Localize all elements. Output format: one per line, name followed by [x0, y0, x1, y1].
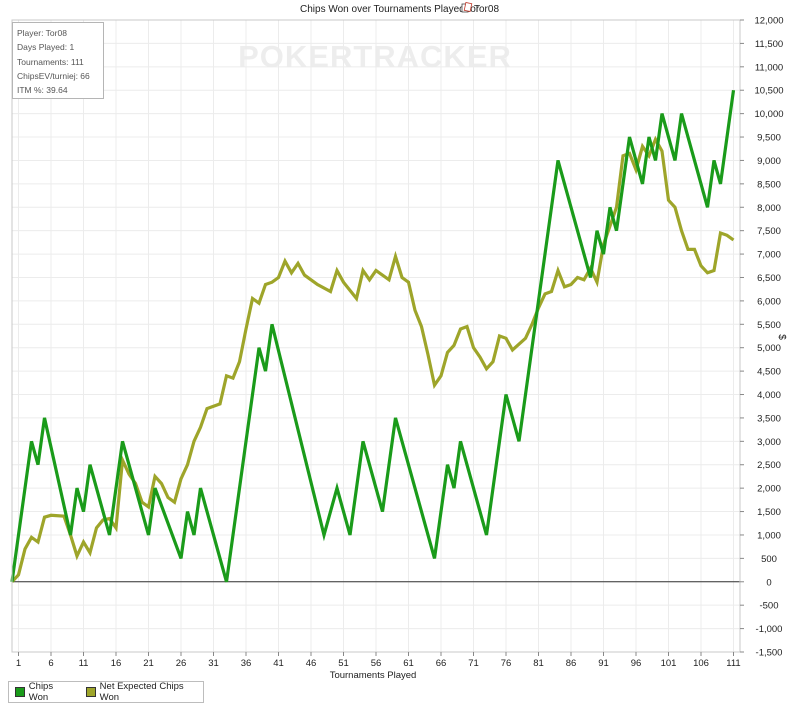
y-axis-label: $ — [776, 334, 787, 340]
y-tick-label: 2,500 — [757, 460, 781, 471]
x-tick-label: 66 — [436, 658, 447, 669]
y-tick-label: -1,500 — [756, 648, 783, 659]
chart-title: Chips Won over Tournaments Played for — [300, 4, 480, 15]
x-tick-label: 101 — [661, 658, 677, 669]
y-tick-label: 5,500 — [757, 320, 781, 331]
y-tick-label: 11,500 — [755, 39, 783, 50]
chart-title-player: Tor08 — [474, 4, 499, 15]
x-tick-label: 41 — [273, 658, 284, 669]
legend-swatch-chips-won — [15, 687, 25, 697]
legend-label-net-expected: Net Expected Chips Won — [99, 681, 184, 703]
x-tick-label: 61 — [403, 658, 414, 669]
y-tick-label: 4,500 — [757, 367, 781, 378]
x-tick-label: 21 — [143, 658, 154, 669]
x-tick-labels: 1 6 11 16 21 26 31 36 41 46 51 56 61 66 71 76 81 86 91 96 10… — [16, 652, 741, 669]
y-tick-label: 7,500 — [757, 226, 781, 237]
x-tick-label: 86 — [566, 658, 577, 669]
y-tick-labels: -1,500 -1,000 -500 0 500 1,000 1,500 2,000 2,500… — [740, 16, 784, 659]
x-tick-label: 96 — [631, 658, 642, 669]
y-tick-label: -1,000 — [756, 624, 783, 635]
x-tick-label: 16 — [111, 658, 122, 669]
y-tick-label: 1,000 — [757, 530, 781, 541]
x-tick-label: 6 — [48, 658, 53, 669]
y-tick-label: 10,000 — [754, 109, 783, 120]
y-tick-label: 10,500 — [754, 86, 783, 97]
x-tick-label: 51 — [338, 658, 349, 669]
x-tick-label: 31 — [208, 658, 219, 669]
series-line-chips-won — [10, 89, 736, 583]
y-tick-label: 3,000 — [757, 437, 781, 448]
y-tick-label: 8,000 — [757, 203, 781, 214]
x-tick-label: 46 — [306, 658, 317, 669]
series-line-net-expected — [10, 135, 735, 583]
y-tick-label: 11,000 — [755, 62, 783, 73]
y-tick-label: 2,000 — [757, 484, 781, 495]
y-tick-label: -500 — [759, 601, 778, 612]
y-tick-label: 6,500 — [757, 273, 781, 284]
y-tick-label: 3,500 — [757, 413, 781, 424]
y-tick-label: 7,000 — [757, 250, 781, 261]
x-tick-label: 91 — [598, 658, 609, 669]
x-tick-label: 71 — [468, 658, 479, 669]
y-tick-label: 9,000 — [757, 156, 781, 167]
info-itm: ITM %: 39.64 — [17, 85, 68, 96]
series-layer — [10, 89, 736, 583]
legend-label-chips-won: Chips Won — [28, 681, 54, 703]
x-axis-label: Tournaments Played — [330, 670, 417, 681]
legend-swatch-net-expected — [85, 687, 96, 697]
y-tick-label: 6,000 — [757, 296, 781, 307]
legend: Chips Won Net Expected Chips Won — [8, 681, 204, 703]
x-tick-label: 11 — [79, 658, 89, 669]
y-tick-label: 500 — [761, 554, 777, 565]
info-tournaments: Tournaments: 111 — [17, 56, 84, 67]
x-tick-label: 81 — [533, 658, 544, 669]
info-player: Player: Tor08 — [17, 28, 67, 38]
x-tick-label: 56 — [371, 658, 382, 669]
y-tick-label: 9,500 — [757, 133, 781, 144]
info-chipsev: ChipsEV/turniej: 66 — [17, 70, 90, 81]
y-tick-label: 5,000 — [757, 343, 781, 354]
grid — [12, 19, 740, 653]
legend-item-net-expected[interactable]: Net Expected Chips Won — [85, 681, 203, 703]
y-tick-label: 0 — [766, 577, 771, 588]
poker-cards-icon — [461, 1, 473, 13]
y-tick-label: 8,500 — [757, 179, 781, 190]
chart-title-text: Chips Won over Tournaments Played for — [300, 4, 480, 15]
x-tick-label: 76 — [501, 658, 512, 669]
y-tick-label: 12,000 — [754, 16, 783, 27]
legend-item-chips-won[interactable]: Chips Won — [15, 681, 74, 703]
x-tick-label: 111 — [726, 658, 740, 669]
x-tick-label: 36 — [241, 658, 252, 669]
x-tick-label: 106 — [693, 658, 709, 669]
x-tick-label: 1 — [16, 658, 21, 669]
info-days-played: Days Played: 1 — [17, 42, 75, 53]
x-tick-label: 26 — [176, 658, 187, 669]
stats-info-box: Player: Tor08 Days Played: 1 Tournaments… — [12, 22, 104, 99]
y-tick-label: 1,500 — [757, 507, 781, 518]
y-tick-label: 4,000 — [757, 390, 781, 401]
watermark: POKERTRACKER — [238, 39, 512, 74]
